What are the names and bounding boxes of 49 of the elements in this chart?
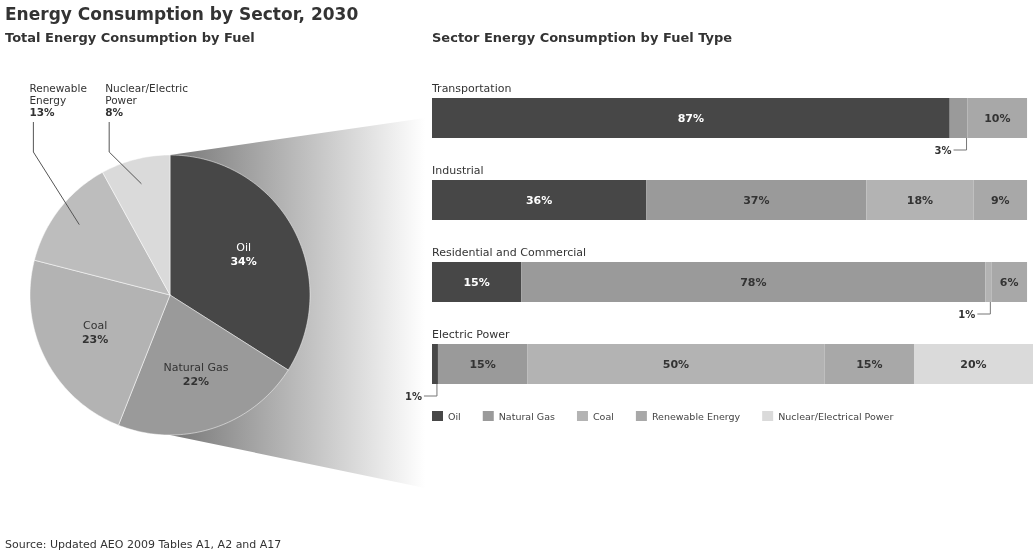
data-label: 36% [525, 194, 553, 207]
chart-subtitle: Total Energy Consumption by Fuel [5, 30, 255, 45]
data-label: 9% [990, 194, 1010, 207]
data-label: 15% [856, 358, 883, 371]
y-tick-label: Transportation [431, 82, 512, 95]
data-label: 3% [934, 145, 952, 156]
slice-label: Nuclear/Electric Power [105, 82, 189, 106]
bar [913, 344, 1033, 384]
bar [432, 180, 647, 220]
data-label: 23% [81, 333, 109, 347]
data-label: 10% [984, 112, 1011, 125]
data-label: 50% [662, 358, 690, 371]
legend-label: Renewable Energy [651, 411, 741, 422]
data-label: 13% [29, 106, 55, 118]
data-label: 34% [230, 254, 257, 268]
y-tick-label: Industrial [432, 164, 484, 177]
data-label: 1% [404, 391, 422, 402]
bar [521, 262, 986, 302]
slice-label: Oil [236, 240, 251, 254]
legend-label: Coal [592, 411, 614, 422]
slice-label: Coal [83, 319, 108, 333]
data-label: 1% [958, 309, 976, 320]
data-label: 87% [677, 112, 705, 125]
bar [437, 344, 528, 384]
bar [432, 344, 438, 384]
bar [646, 180, 867, 220]
data-label: 37% [743, 194, 770, 207]
data-label: 15% [469, 358, 496, 371]
data-label: 15% [463, 276, 490, 289]
data-label: 6% [999, 276, 1019, 289]
legend-label: Nuclear/Electrical Power [778, 411, 894, 422]
data-label: 22% [182, 374, 210, 388]
data-label: 78% [740, 276, 767, 289]
data-label: 8% [105, 106, 124, 118]
bar [949, 98, 968, 138]
source-note: Source: Updated AEO 2009 Tables A1, A2 and A17 [5, 538, 282, 551]
bar [432, 262, 522, 302]
slice-label: Renewable Energy [29, 82, 87, 106]
data-label: 18% [906, 194, 934, 207]
slice-label: Natural Gas [163, 360, 229, 374]
y-tick-label: Residential and Commercial [432, 246, 587, 259]
bar [967, 98, 1028, 138]
data-label: 20% [960, 358, 987, 371]
chart-title: Sector Energy Consumption by Fuel Type [432, 30, 733, 45]
y-tick-label: Electric Power [432, 328, 510, 341]
legend-label: Natural Gas [498, 411, 556, 422]
bar [432, 98, 950, 138]
legend-label: Oil [448, 411, 461, 422]
chart-title: Energy Consumption by Sector, 2030 [5, 4, 359, 24]
